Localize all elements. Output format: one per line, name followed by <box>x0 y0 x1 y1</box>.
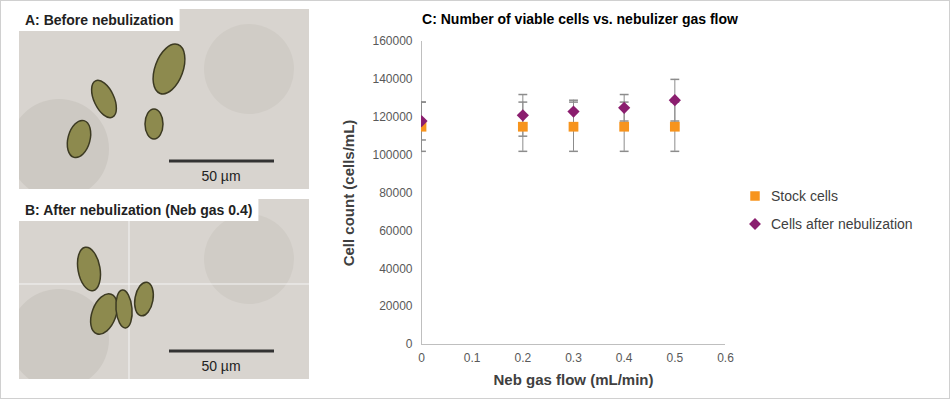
svg-text:20000: 20000 <box>379 299 413 313</box>
svg-text:50 µm: 50 µm <box>201 168 240 184</box>
svg-text:0.1: 0.1 <box>464 351 481 365</box>
svg-text:140000: 140000 <box>372 72 412 86</box>
svg-text:0: 0 <box>406 337 413 351</box>
svg-text:0.4: 0.4 <box>616 351 633 365</box>
svg-text:100000: 100000 <box>372 148 412 162</box>
svg-text:120000: 120000 <box>372 110 412 124</box>
svg-text:40000: 40000 <box>379 262 413 276</box>
svg-text:0.6: 0.6 <box>717 351 734 365</box>
html-text:Cells after nebulization: Cells after nebulization <box>771 215 913 232</box>
svg-text:Cell count (cells/mL): Cell count (cells/mL) <box>340 120 357 267</box>
html-text:C: Number of viable cells vs.: C: Number of viable cells vs. nebulizer … <box>422 11 738 27</box>
svg-text:0.3: 0.3 <box>565 351 582 365</box>
svg-text:0.2: 0.2 <box>514 351 531 365</box>
svg-text:160000: 160000 <box>372 34 412 48</box>
html-text:Stock cells: Stock cells <box>771 187 838 204</box>
svg-text:80000: 80000 <box>379 186 413 200</box>
svg-text:0.5: 0.5 <box>666 351 683 365</box>
svg-text:0: 0 <box>418 351 425 365</box>
svg-text:60000: 60000 <box>379 224 413 238</box>
svg-text:A: Before nebulization: A: Before nebulization <box>25 12 174 28</box>
svg-text:50 µm: 50 µm <box>201 358 240 374</box>
svg-text:B: After nebulization (Neb gas: B: After nebulization (Neb gas 0.4) <box>25 202 252 218</box>
svg-text:Neb gas flow (mL/min): Neb gas flow (mL/min) <box>493 371 653 388</box>
